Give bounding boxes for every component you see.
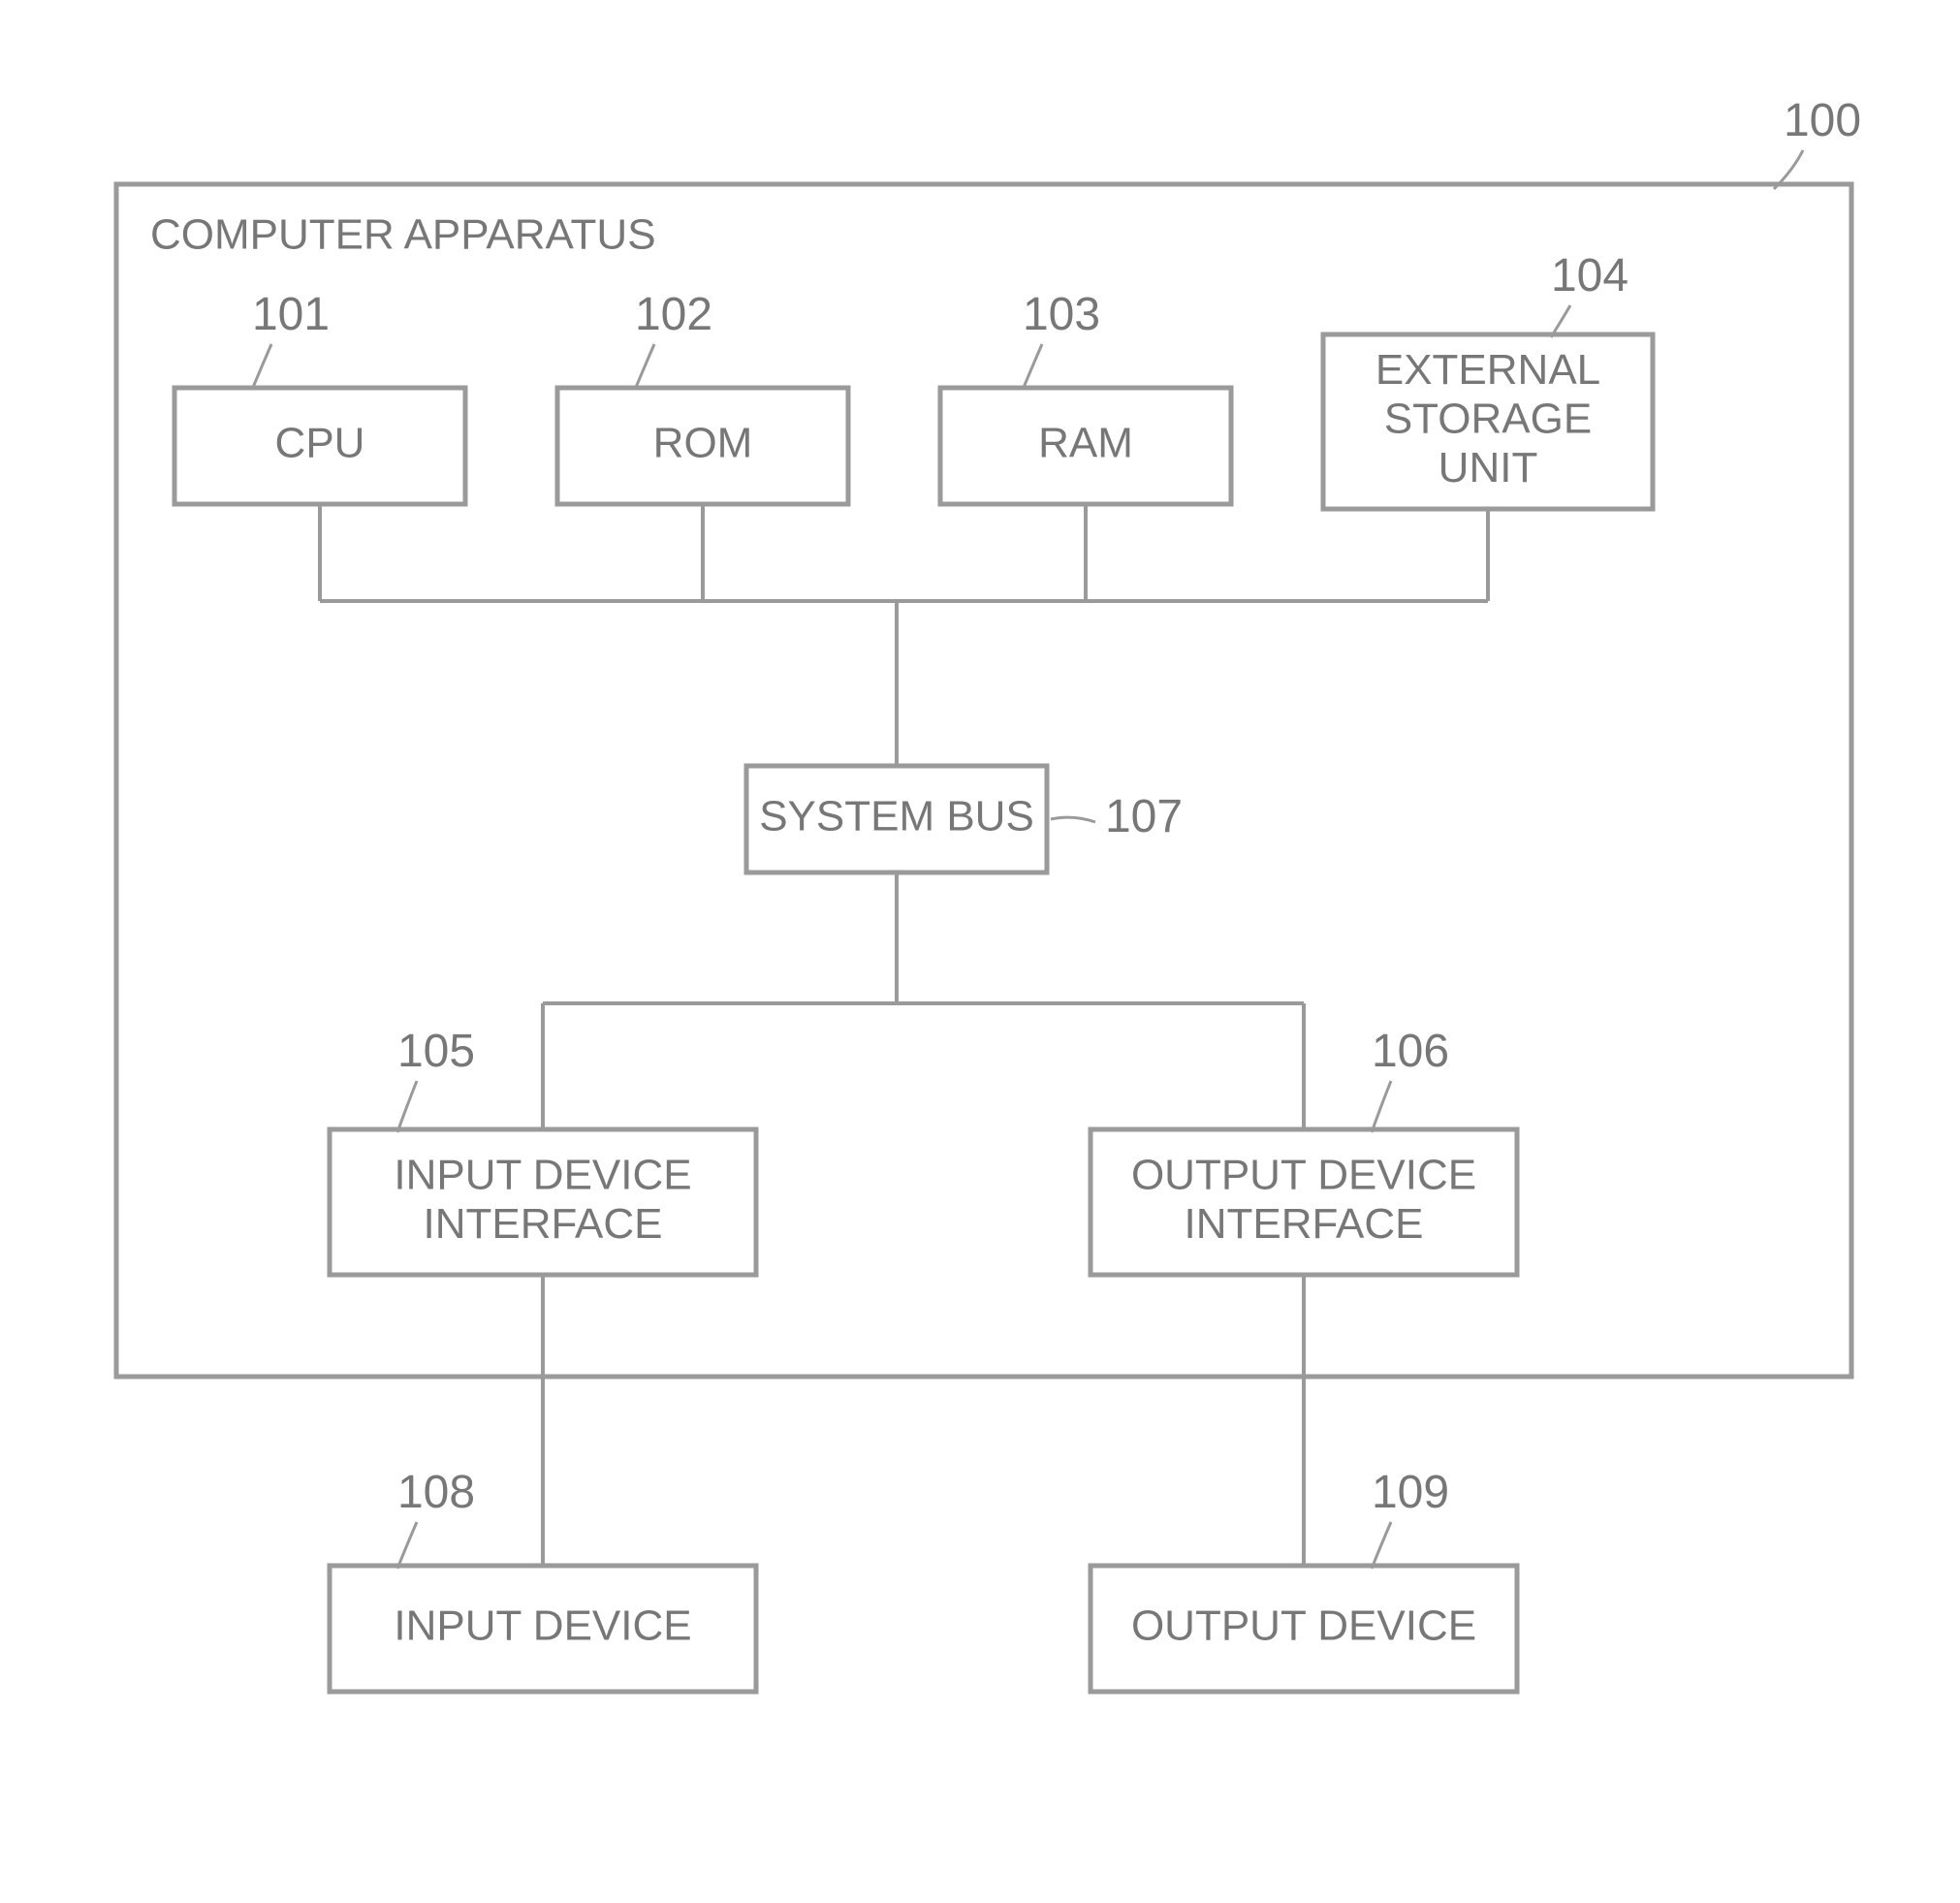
node-in_if-label-0: INPUT DEVICE (394, 1151, 691, 1198)
computer-apparatus-diagram: COMPUTER APPARATUS 100 CPU 101 ROM 102 RAM 103 E… (0, 0, 1960, 1903)
node-out_if-label-0: OUTPUT DEVICE (1131, 1151, 1476, 1198)
node-ext-label-2: UNIT (1438, 444, 1538, 492)
node-sysbus-label-0: SYSTEM BUS (759, 793, 1034, 840)
node-in_dev-ref-leader (397, 1522, 417, 1569)
node-out_dev-ref: 109 (1372, 1467, 1449, 1518)
outer-box-ref: 100 (1784, 95, 1861, 146)
node-out_if-ref: 106 (1372, 1026, 1449, 1077)
node-cpu-label-0: CPU (275, 420, 365, 467)
node-ext-ref: 104 (1551, 250, 1628, 301)
node-ram-ref: 103 (1023, 289, 1100, 340)
node-in_dev-ref: 108 (397, 1467, 475, 1518)
node-rom-label-0: ROM (653, 420, 753, 467)
node-in_if-label-1: INTERFACE (424, 1200, 663, 1248)
node-rom-ref: 102 (635, 289, 712, 340)
node-out_if-label-1: INTERFACE (1185, 1200, 1424, 1248)
node-cpu-ref: 101 (252, 289, 330, 340)
node-ext-label-0: EXTERNAL (1375, 346, 1600, 394)
node-in_dev-label-0: INPUT DEVICE (394, 1602, 691, 1650)
node-out_dev-ref-leader (1372, 1522, 1391, 1569)
node-sysbus-ref: 107 (1105, 791, 1183, 842)
node-in_if-ref: 105 (397, 1026, 475, 1077)
node-out_dev-label-0: OUTPUT DEVICE (1131, 1602, 1476, 1650)
node-ram-label-0: RAM (1038, 420, 1133, 467)
outer-box-title: COMPUTER APPARATUS (150, 211, 656, 259)
node-ext-label-1: STORAGE (1384, 396, 1592, 443)
